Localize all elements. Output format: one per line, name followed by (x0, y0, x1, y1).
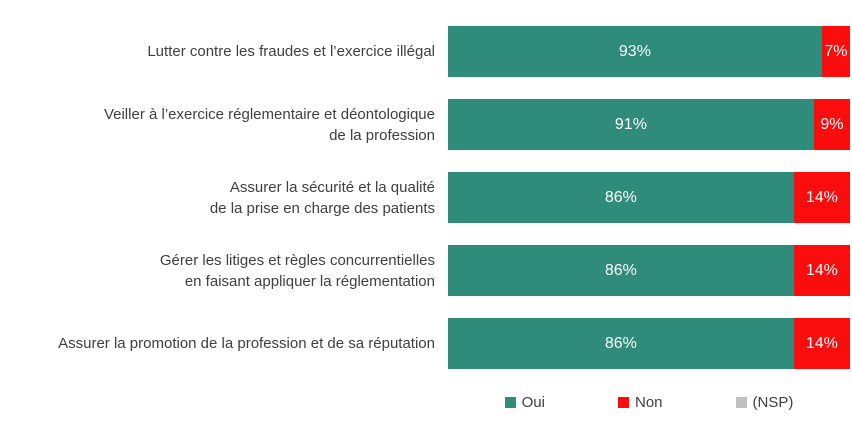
legend-label: Oui (521, 394, 545, 411)
bar-segment-oui: 91% (448, 99, 814, 150)
category-label: Assurer la sécurité et la qualité de la … (209, 178, 435, 217)
bar-value-label: 7% (824, 42, 848, 60)
legend-item-nsp: (NSP) (735, 394, 794, 411)
category-label: Assurer la promotion de la profession et… (58, 335, 435, 352)
bar-value-label: 86% (604, 334, 637, 352)
chart-row: Assurer la sécurité et la qualité de la … (0, 172, 850, 223)
bar-value-label: 91% (614, 115, 647, 133)
bar-value-label: 86% (604, 261, 637, 279)
chart-rows: Lutter contre les fraudes et l’exercice … (0, 26, 850, 369)
category-label: Veiller à l’exercice réglementaire et dé… (103, 105, 435, 144)
legend-label: (NSP) (752, 394, 794, 411)
legend: Oui Non (NSP) (448, 394, 850, 411)
stacked-bar: 93% 7% (448, 26, 850, 77)
chart-row: Lutter contre les fraudes et l’exercice … (0, 26, 850, 77)
category-label: Lutter contre les fraudes et l’exercice … (147, 43, 435, 60)
bar-segment-non: 9% (813, 99, 850, 150)
bar-segment-oui: 86% (448, 172, 794, 223)
bar-value-label: 93% (618, 42, 651, 60)
bar-value-label: 9% (820, 115, 844, 133)
stacked-bar: 91% 9% (448, 99, 850, 150)
bar-segment-non: 14% (793, 172, 850, 223)
legend-swatch-oui (504, 397, 516, 408)
stacked-bar: 86% 14% (448, 318, 850, 369)
legend-item-non: Non (617, 394, 663, 411)
legend-swatch-nsp (735, 397, 747, 408)
bar-segment-non: 7% (821, 26, 850, 77)
category-label: Gérer les litiges et règles concurrentie… (159, 251, 435, 290)
chart-row: Assurer la promotion de la profession et… (0, 318, 850, 369)
legend-label: Non (634, 394, 663, 411)
bar-segment-non: 14% (793, 245, 850, 296)
legend-item-oui: Oui (504, 394, 545, 411)
bar-value-label: 14% (805, 334, 838, 352)
chart-row: Gérer les litiges et règles concurrentie… (0, 245, 850, 296)
bar-segment-non: 14% (793, 318, 850, 369)
chart-row: Veiller à l’exercice réglementaire et dé… (0, 99, 850, 150)
stacked-bar: 86% 14% (448, 245, 850, 296)
bar-value-label: 14% (805, 261, 838, 279)
bar-segment-oui: 93% (448, 26, 822, 77)
stacked-bar: 86% 14% (448, 172, 850, 223)
bar-value-label: 14% (805, 188, 838, 206)
bar-value-label: 86% (604, 188, 637, 206)
legend-swatch-non (617, 397, 629, 408)
bar-segment-oui: 86% (448, 245, 794, 296)
bar-segment-oui: 86% (448, 318, 794, 369)
